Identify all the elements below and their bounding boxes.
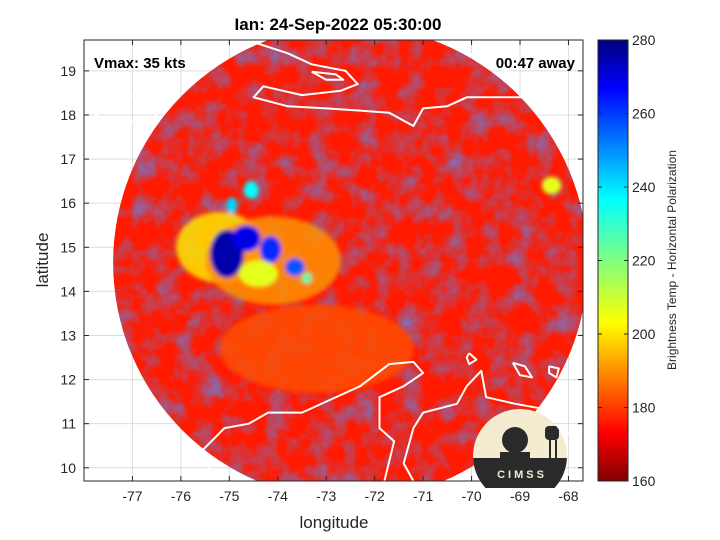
vmax-annotation: Vmax: 35 kts <box>94 55 186 72</box>
y-tick-label: 10 <box>60 460 76 476</box>
y-tick-label: 11 <box>61 416 76 432</box>
cold-feature <box>302 272 312 284</box>
x-tick-label: -70 <box>461 488 481 504</box>
coastline <box>548 365 560 379</box>
x-tick-label: -75 <box>219 488 239 504</box>
colorbar-tick-label: 220 <box>632 253 656 269</box>
coastlines <box>84 40 583 481</box>
x-tick-label: -77 <box>122 488 142 504</box>
cimss-logo: CIMSS <box>473 409 567 488</box>
time-away-annotation: 00:47 away <box>496 55 576 72</box>
coastline <box>511 361 534 379</box>
y-tick-label: 14 <box>60 283 76 299</box>
colorbar-tick-label: 240 <box>632 179 656 195</box>
x-tick-label: -72 <box>365 488 385 504</box>
x-tick-label: -73 <box>316 488 336 504</box>
coastline <box>311 70 345 81</box>
cold-feature <box>231 225 261 252</box>
colorbar <box>597 39 629 482</box>
coastline <box>201 449 216 481</box>
coastline <box>84 94 165 123</box>
x-tick-label: -68 <box>558 488 578 504</box>
y-tick-label: 17 <box>60 151 76 167</box>
logo-text: CIMSS <box>497 469 547 481</box>
colorbar-tick-label: 200 <box>632 326 656 342</box>
logo-tower-icon <box>545 426 559 440</box>
colorbar-ticks: 160 180 200 220 240 260 280 <box>598 32 656 489</box>
x-tick-label: -74 <box>268 488 288 504</box>
cold-feature <box>285 258 305 276</box>
cold-feature <box>259 236 282 263</box>
x-axis-ticks: -77 -76 -75 -74 -73 -72 -71 -70 -69 -68 <box>122 40 579 504</box>
y-tick-label: 19 <box>60 63 76 79</box>
coastline <box>227 40 551 127</box>
colorbar-tick-label: 160 <box>632 473 656 489</box>
cold-feature <box>225 197 238 214</box>
chart-title: Ian: 24-Sep-2022 05:30:00 <box>235 15 442 34</box>
y-tick-label: 13 <box>60 327 76 343</box>
brightness-swath <box>113 40 583 481</box>
x-tick-label: -71 <box>413 488 433 504</box>
y-tick-label: 16 <box>60 195 76 211</box>
logo-dish-icon <box>502 427 528 453</box>
cold-feature <box>541 176 562 195</box>
y-tick-label: 12 <box>60 372 76 388</box>
cold-feature <box>243 181 259 199</box>
coastline <box>465 352 478 366</box>
colorbar-label: Brightness Temp - Horizontal Polarizatio… <box>665 150 679 370</box>
x-tick-label: -69 <box>510 488 530 504</box>
axes-box <box>83 39 584 482</box>
coastline <box>201 360 425 481</box>
map-layer <box>84 40 583 481</box>
cold-feature <box>239 260 278 287</box>
y-tick-label: 18 <box>60 107 76 123</box>
cold-cloud-features <box>176 176 562 393</box>
y-axis-label: latitude <box>33 233 52 288</box>
y-axis-ticks: 10 11 12 13 14 15 16 17 18 19 <box>60 63 583 476</box>
coastline <box>402 369 583 481</box>
colorbar-tick-label: 180 <box>632 400 656 416</box>
x-axis-label: longitude <box>299 513 368 532</box>
x-tick-label: -76 <box>171 488 191 504</box>
y-tick-label: 15 <box>60 239 76 255</box>
colorbar-tick-label: 260 <box>632 106 656 122</box>
warm-zone <box>219 304 414 393</box>
colorbar-tick-label: 280 <box>632 32 656 48</box>
